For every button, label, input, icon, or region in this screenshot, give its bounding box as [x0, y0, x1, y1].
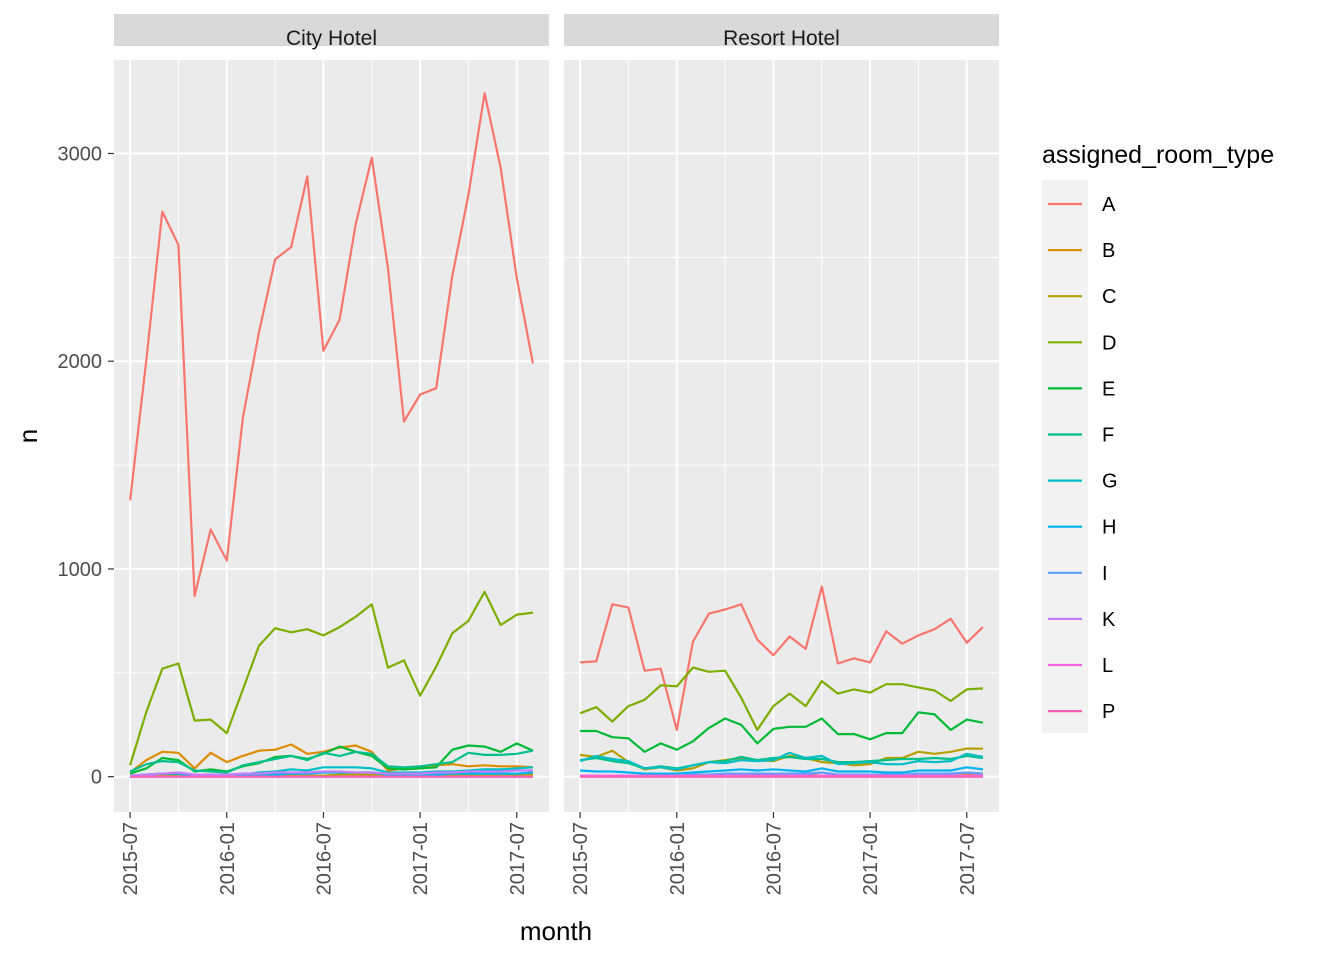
legend-item-g: G [1048, 471, 1118, 493]
legend-label: L [1102, 655, 1113, 677]
x-tick-label: 2016-07 [763, 822, 785, 895]
series-line-a [129, 92, 534, 598]
legend-title: assigned_room_type [1042, 141, 1274, 169]
facet-strip-label: City Hotel [286, 27, 377, 50]
series-line-d [579, 666, 983, 732]
facet-strip [114, 14, 549, 46]
x-tick-label: 2016-01 [217, 822, 239, 895]
legend-label: F [1102, 425, 1114, 447]
x-tick-label: 2016-01 [667, 822, 689, 895]
panel-background [114, 60, 549, 812]
legend-label: I [1102, 563, 1108, 585]
legend-item-f: F [1048, 425, 1114, 447]
x-tick-label: 2017-01 [410, 822, 432, 895]
x-axis-title: month [520, 916, 592, 946]
facet-strip-label: Resort Hotel [723, 27, 840, 50]
x-axes: 2015-07 2016-01 2016-07 2017-01 2017-07 2015-… [120, 812, 979, 895]
x-tick-label: 2017-07 [507, 822, 529, 895]
legend-label: C [1102, 286, 1116, 308]
legend-item-k: K [1048, 609, 1116, 631]
legend-item-b: B [1048, 240, 1115, 262]
legend-item-c: C [1048, 286, 1116, 308]
y-tick-label: 2000 [58, 351, 103, 373]
series-line-d [129, 590, 534, 766]
x-tick-label: 2017-07 [957, 822, 979, 895]
series-line-h [580, 766, 984, 775]
legend-item-h: H [1048, 517, 1116, 539]
series-line-g [579, 751, 984, 771]
chart-panels: City Hotel Resort Hotel [114, 14, 999, 812]
x-tick-label: 2016-07 [313, 822, 335, 895]
facet-strip [564, 14, 999, 46]
legend-label: E [1102, 378, 1115, 400]
legend-label: A [1102, 194, 1116, 216]
series-line-e [580, 711, 984, 753]
legend-label: D [1102, 332, 1116, 354]
panel-city-hotel: City Hotel [114, 14, 549, 812]
series-line-k [130, 769, 533, 777]
legend-item-a: A [1048, 194, 1116, 216]
legend-label: B [1102, 240, 1115, 262]
y-tick-label: 3000 [58, 143, 103, 165]
legend-item-e: E [1048, 378, 1115, 400]
x-axis-resort-hotel: 2015-07 2016-01 2016-07 2017-01 2017-07 [570, 812, 979, 895]
legend-item-p: P [1048, 701, 1115, 723]
series-line-f [129, 749, 534, 774]
legend-item-d: D [1048, 332, 1116, 354]
x-tick-label: 2015-07 [570, 822, 592, 895]
legend-item-l: L [1048, 655, 1113, 677]
y-axis: 0 1000 2000 3000 [58, 143, 114, 789]
x-axis-city-hotel: 2015-07 2016-01 2016-07 2017-01 2017-07 [120, 812, 529, 895]
y-tick-label: 0 [91, 767, 102, 789]
legend-label: G [1102, 471, 1118, 493]
legend-key-background [1042, 180, 1088, 733]
legend-items: A B C D E F G H I K L P [1048, 194, 1118, 723]
x-tick-label: 2017-01 [860, 822, 882, 895]
y-tick-label: 1000 [58, 559, 103, 581]
legend-label: H [1102, 517, 1116, 539]
y-axis-title: n [13, 429, 43, 443]
legend-item-i: I [1048, 563, 1108, 585]
legend-label: K [1102, 609, 1116, 631]
x-tick-label: 2015-07 [120, 822, 142, 895]
series-line-a [580, 585, 984, 732]
legend-label: P [1102, 701, 1115, 723]
panel-resort-hotel: Resort Hotel [564, 14, 999, 812]
legend: assigned_room_type A B C D E F G H I K L P [1042, 141, 1274, 733]
panel-background [564, 60, 999, 812]
